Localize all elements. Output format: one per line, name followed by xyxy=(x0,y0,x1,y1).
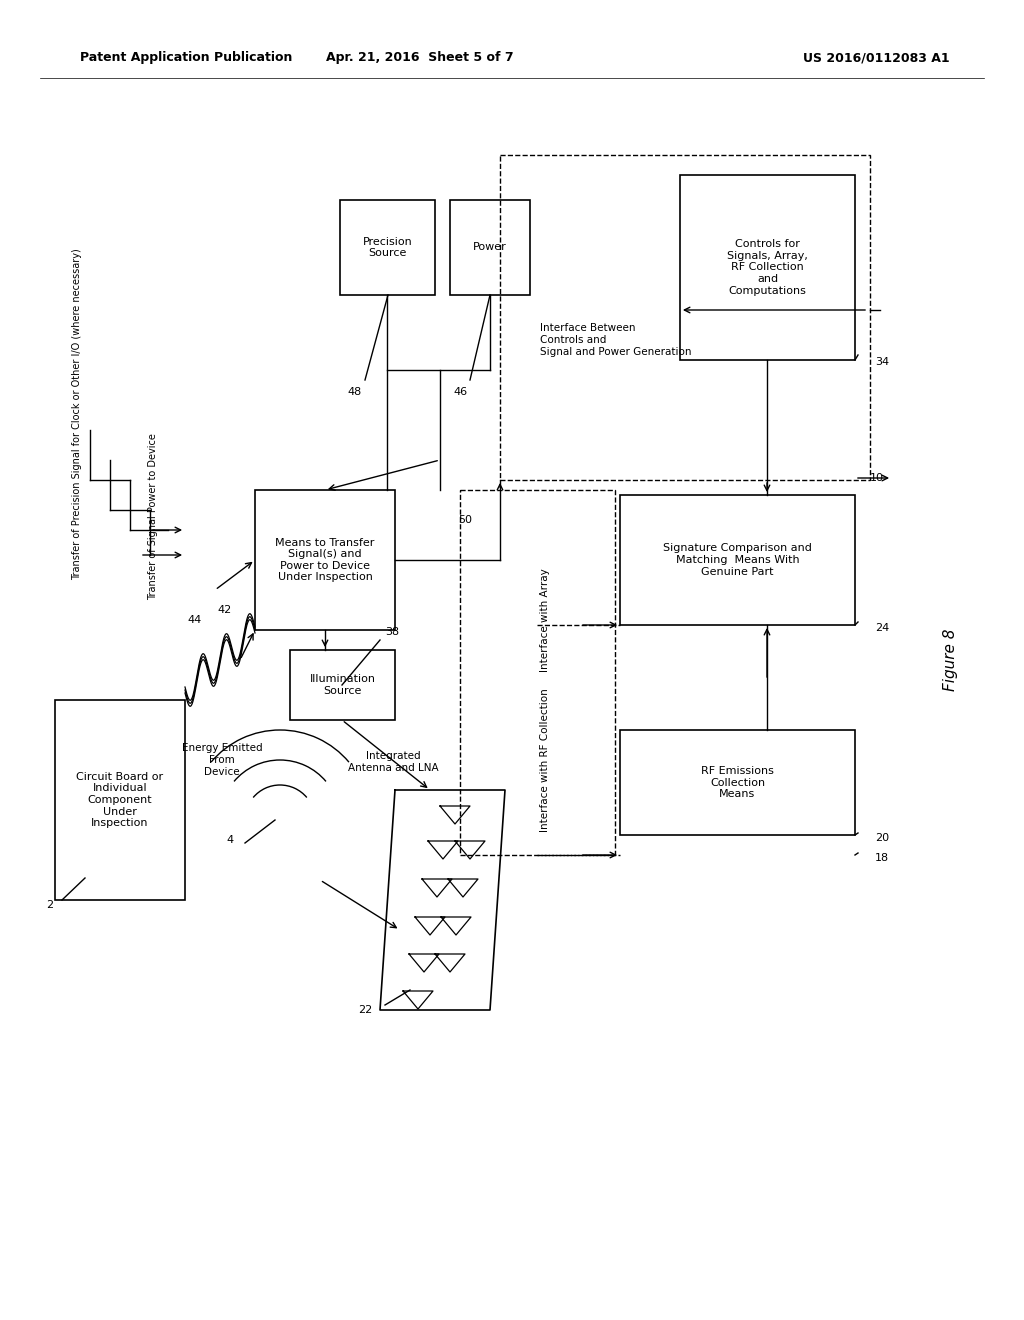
Bar xyxy=(500,154,870,480)
Text: 50: 50 xyxy=(458,515,472,525)
Bar xyxy=(340,201,435,294)
Text: 48: 48 xyxy=(348,387,362,397)
Text: Interface with RF Collection: Interface with RF Collection xyxy=(540,688,550,832)
Text: Transfer of Signal Power to Device: Transfer of Signal Power to Device xyxy=(148,433,158,601)
Text: Apr. 21, 2016  Sheet 5 of 7: Apr. 21, 2016 Sheet 5 of 7 xyxy=(327,51,514,65)
Bar xyxy=(290,649,395,719)
Bar xyxy=(450,201,530,294)
Text: Figure 8: Figure 8 xyxy=(942,628,957,692)
Text: Signature Comparison and
Matching  Means With
Genuine Part: Signature Comparison and Matching Means … xyxy=(664,544,812,577)
Text: Means to Transfer
Signal(s) and
Power to Device
Under Inspection: Means to Transfer Signal(s) and Power to… xyxy=(275,537,375,582)
Text: 24: 24 xyxy=(874,623,889,634)
Bar xyxy=(255,490,395,630)
Text: Interface with Array: Interface with Array xyxy=(540,568,550,672)
Text: 4: 4 xyxy=(226,836,233,845)
Text: 42: 42 xyxy=(218,605,232,615)
Text: 10: 10 xyxy=(870,473,884,483)
Text: US 2016/0112083 A1: US 2016/0112083 A1 xyxy=(804,51,950,65)
Text: Transfer of Precision Signal for Clock or Other I/O (where necessary): Transfer of Precision Signal for Clock o… xyxy=(72,248,82,579)
Text: Illumination
Source: Illumination Source xyxy=(309,675,376,696)
Text: Precision
Source: Precision Source xyxy=(362,236,413,259)
Text: Energy Emitted
From
Device: Energy Emitted From Device xyxy=(181,743,262,776)
Bar xyxy=(680,176,855,360)
Text: 38: 38 xyxy=(385,627,399,638)
Text: RF Emissions
Collection
Means: RF Emissions Collection Means xyxy=(701,766,774,799)
Bar xyxy=(460,490,615,855)
Text: Integrated
Antenna and LNA: Integrated Antenna and LNA xyxy=(348,751,438,772)
Text: 18: 18 xyxy=(874,853,889,863)
Text: 20: 20 xyxy=(874,833,889,843)
Text: Interface Between
Controls and
Signal and Power Generation: Interface Between Controls and Signal an… xyxy=(540,323,691,356)
Text: 2: 2 xyxy=(46,900,53,909)
Bar xyxy=(620,495,855,624)
Text: 46: 46 xyxy=(453,387,467,397)
Bar xyxy=(620,730,855,836)
Text: Patent Application Publication: Patent Application Publication xyxy=(80,51,293,65)
Text: 22: 22 xyxy=(357,1005,372,1015)
Bar xyxy=(55,700,185,900)
Text: 34: 34 xyxy=(874,356,889,367)
Text: 44: 44 xyxy=(187,615,202,624)
Text: Power: Power xyxy=(473,243,507,252)
Text: Circuit Board or
Individual
Component
Under
Inspection: Circuit Board or Individual Component Un… xyxy=(77,772,164,828)
Text: Controls for
Signals, Array,
RF Collection
and
Computations: Controls for Signals, Array, RF Collecti… xyxy=(727,239,808,296)
